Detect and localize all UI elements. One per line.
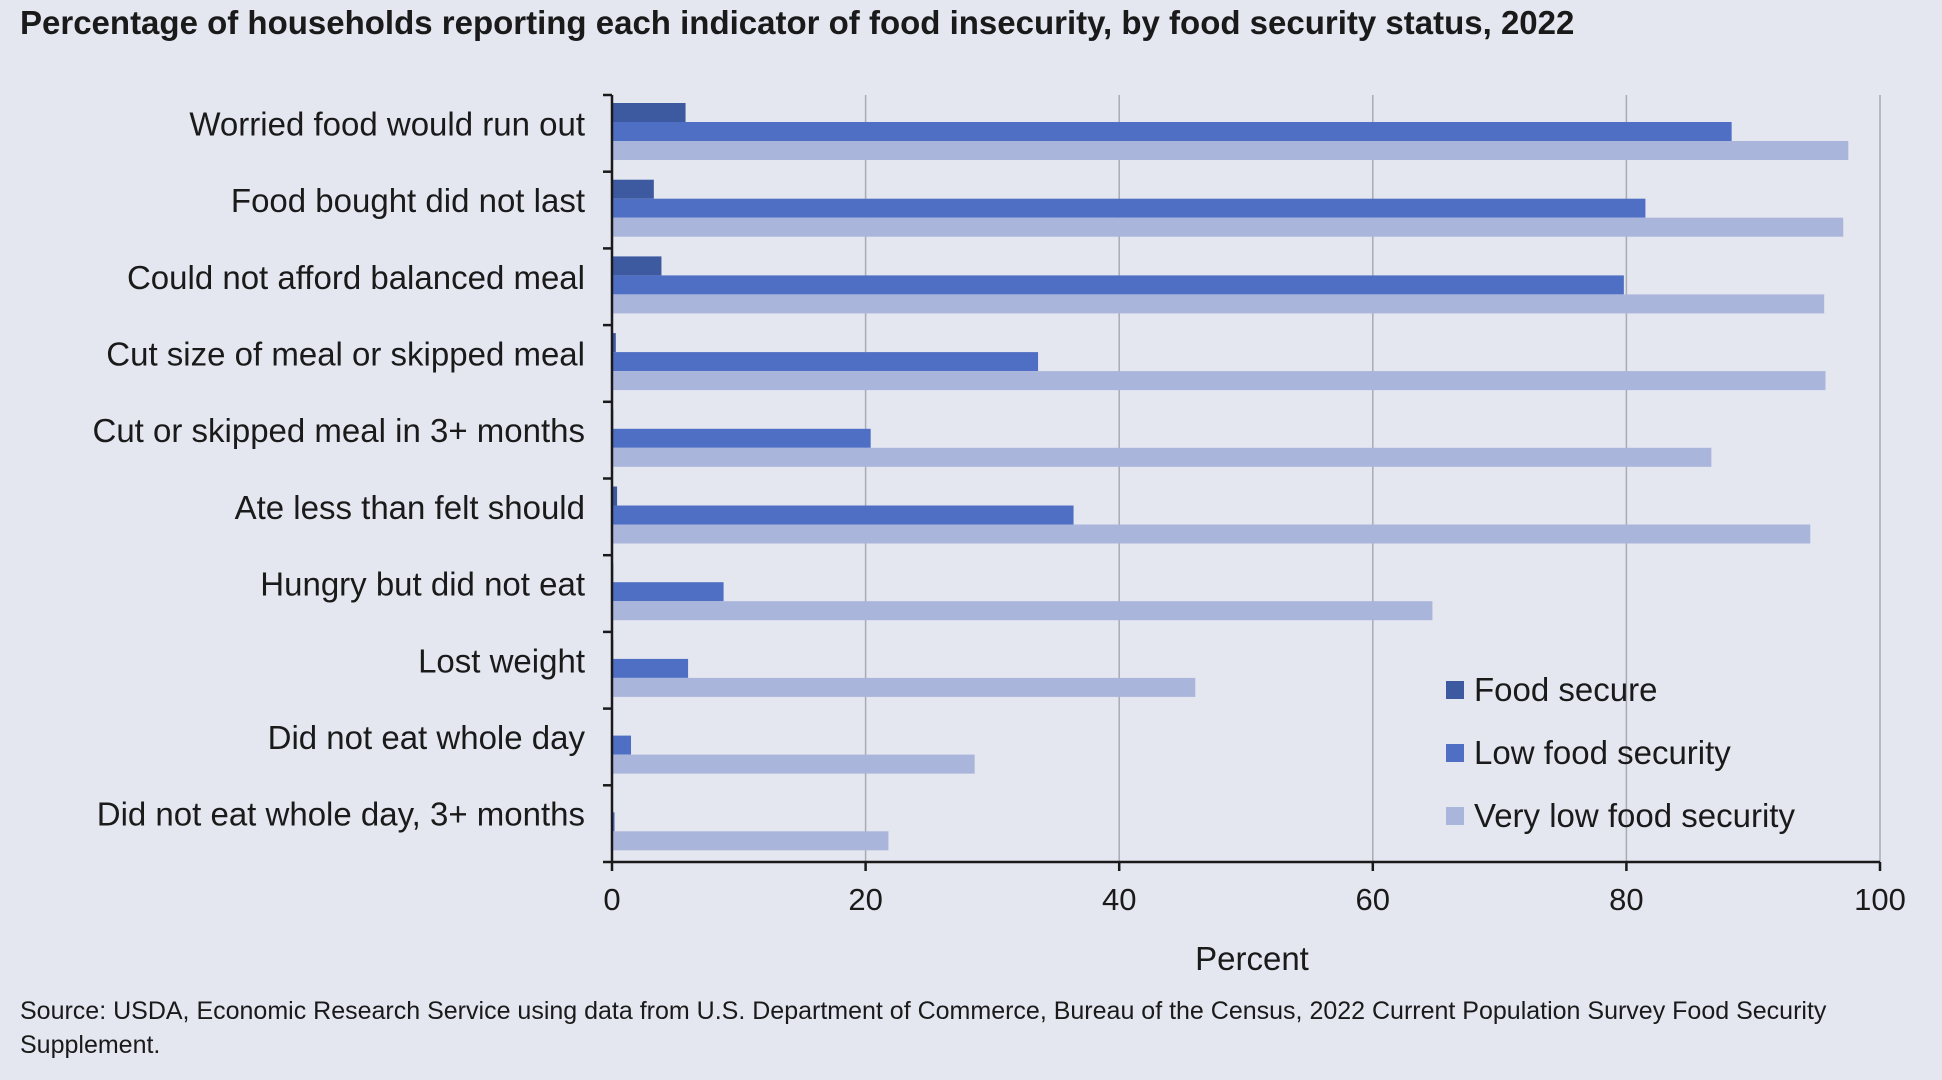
axes [603, 93, 1882, 871]
category-label: Cut size of meal or skipped meal [106, 335, 585, 372]
category-label: Did not eat whole day [268, 719, 586, 756]
legend-label: Very low food security [1474, 797, 1795, 834]
bar-low-food-security [612, 812, 615, 832]
x-tick-label: 80 [1609, 882, 1643, 917]
bar-very-low-food-security [612, 217, 1844, 237]
legend-swatch [1446, 807, 1464, 825]
bar-very-low-food-security [612, 754, 975, 774]
x-tick-label: 0 [603, 882, 620, 917]
bars [612, 103, 1849, 851]
bar-food-secure [612, 179, 654, 199]
legend-label: Low food security [1474, 734, 1731, 771]
category-label: Worried food would run out [189, 105, 585, 142]
chart-title: Percentage of households reporting each … [20, 4, 1575, 41]
bar-very-low-food-security [612, 141, 1849, 160]
category-label: Did not eat whole day, 3+ months [97, 796, 585, 833]
bar-very-low-food-security [612, 601, 1433, 621]
x-tick-label: 20 [848, 882, 882, 917]
x-tick-label: 100 [1854, 882, 1906, 917]
bar-very-low-food-security [612, 371, 1826, 391]
category-labels: Worried food would run out Food bought di… [92, 105, 585, 832]
legend-label: Food secure [1474, 671, 1657, 708]
category-label: Hungry but did not eat [260, 566, 585, 603]
category-label: Could not afford balanced meal [127, 259, 585, 296]
legend: Food secure Low food security Very low foo… [1446, 671, 1795, 834]
bar-low-food-security [612, 428, 871, 448]
bar-low-food-security [612, 582, 724, 602]
bar-very-low-food-security [612, 294, 1825, 314]
bar-very-low-food-security [612, 677, 1196, 697]
legend-swatch [1446, 681, 1464, 699]
bar-very-low-food-security [612, 831, 889, 851]
category-label: Lost weight [418, 642, 585, 679]
bar-low-food-security [612, 198, 1646, 218]
bar-very-low-food-security [612, 524, 1811, 544]
bar-low-food-security [612, 275, 1624, 295]
category-label: Cut or skipped meal in 3+ months [92, 412, 585, 449]
source-note: Source: USDA, Economic Research Service … [20, 997, 1827, 1059]
bar-food-secure [612, 486, 618, 506]
bar-low-food-security [612, 658, 689, 678]
tick-labels: 0 20 40 60 80 100 [603, 882, 1905, 917]
bar-food-secure [612, 256, 662, 276]
category-label: Food bought did not last [231, 182, 585, 219]
bar-low-food-security [612, 352, 1039, 372]
bar-low-food-security [612, 505, 1074, 525]
x-tick-label: 40 [1102, 882, 1136, 917]
bar-chart: Worried food would run out Food bought di… [92, 93, 1906, 977]
bar-food-secure [612, 333, 616, 353]
category-label: Ate less than felt should [235, 489, 585, 526]
x-axis-title: Percent [1195, 940, 1309, 977]
legend-swatch [1446, 744, 1464, 762]
bar-very-low-food-security [612, 447, 1712, 467]
bar-low-food-security [612, 122, 1732, 141]
x-tick-label: 60 [1356, 882, 1390, 917]
bar-food-secure [612, 103, 686, 122]
bar-low-food-security [612, 735, 632, 755]
